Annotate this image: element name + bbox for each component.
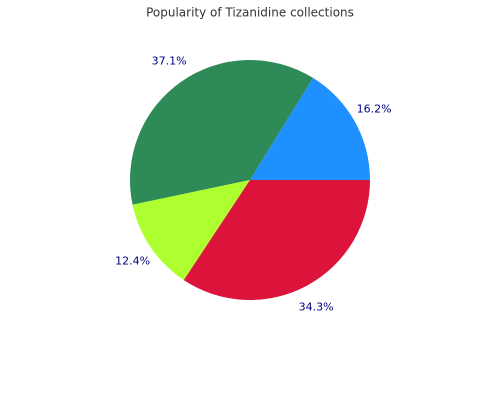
- value-label: 12.4%: [115, 255, 150, 268]
- pie-slice: [130, 60, 314, 205]
- value-label: 37.1%: [152, 54, 187, 67]
- value-label: 16.2%: [357, 102, 392, 115]
- pie-slice: [132, 180, 250, 281]
- pie-slice: [250, 77, 370, 180]
- chart-title: Popularity of Tizanidine collections: [146, 6, 354, 20]
- value-label: 34.3%: [299, 301, 334, 314]
- pie-slice: [183, 180, 370, 301]
